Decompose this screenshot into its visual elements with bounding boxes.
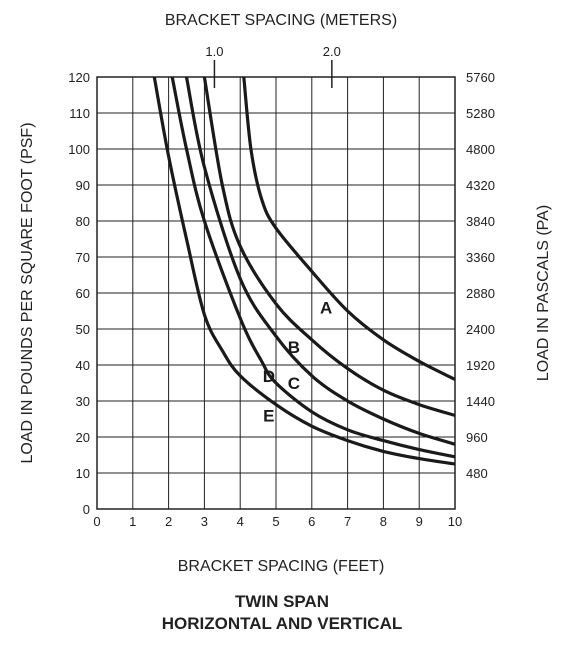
y-tick-label-left: 0	[83, 502, 90, 517]
y-tick-label-left: 80	[76, 214, 90, 229]
x-tick-label: 0	[93, 514, 100, 529]
x-tick-label: 2	[165, 514, 172, 529]
y-tick-label-left: 40	[76, 358, 90, 373]
y-axis-title-left: LOAD IN POUNDS PER SQUARE FOOT (PSF)	[19, 122, 36, 463]
x-tick-label: 5	[272, 514, 279, 529]
y-tick-label-right: 3360	[466, 250, 495, 265]
series-label-e: E	[263, 406, 274, 425]
top-tick-label: 1.0	[205, 44, 223, 59]
y-tick-label-left: 10	[76, 466, 90, 481]
y-tick-label-right: 5280	[466, 106, 495, 121]
x-tick-label: 8	[380, 514, 387, 529]
y-tick-label-right: 2400	[466, 322, 495, 337]
y-tick-label-left: 50	[76, 322, 90, 337]
y-tick-label-right: 1440	[466, 394, 495, 409]
x-tick-label: 6	[308, 514, 315, 529]
series-label-d: D	[263, 367, 275, 386]
y-tick-label-left: 70	[76, 250, 90, 265]
plot-frame	[96, 76, 456, 510]
y-tick-label-left: 60	[76, 286, 90, 301]
y-tick-label-right: 4320	[466, 178, 495, 193]
series-line-a	[242, 77, 455, 381]
x-axis-title: BRACKET SPACING (FEET)	[178, 558, 385, 575]
x-tick-label: 1	[129, 514, 136, 529]
series-label-a: A	[320, 298, 332, 317]
y-tick-label-right: 3840	[466, 214, 495, 229]
x-tick-label: 7	[344, 514, 351, 529]
x-tick-label: 3	[201, 514, 208, 529]
x-tick-label: 10	[448, 514, 462, 529]
series-line-e	[152, 77, 455, 466]
y-axis-title-right: LOAD IN PASCALS (PA)	[535, 205, 552, 381]
x-tick-label: 9	[416, 514, 423, 529]
y-tick-label-right: 4800	[466, 142, 495, 157]
y-tick-label-left: 120	[68, 70, 90, 85]
x-tick-label: 4	[237, 514, 244, 529]
chart-caption-line2: HORIZONTAL AND VERTICAL	[161, 614, 403, 633]
y-tick-label-right: 1920	[466, 358, 495, 373]
y-tick-label-left: 110	[69, 106, 90, 121]
y-tick-label-left: 20	[76, 430, 90, 445]
y-tick-label-left: 30	[76, 394, 90, 409]
series-line-d	[170, 77, 455, 459]
y-tick-label-left: 100	[68, 142, 90, 157]
load-chart: 1.0 2.00 1 2 3 4 5 6 7 8 9 100102030405060708090100…	[19, 12, 552, 575]
y-tick-label-left: 90	[76, 178, 90, 193]
series-line-c	[184, 77, 455, 446]
top-tick-label: 2.0	[323, 44, 341, 59]
y-tick-label-right: 960	[466, 430, 488, 445]
y-tick-label-right: 5760	[466, 70, 495, 85]
chart-caption-line1: TWIN SPAN	[234, 592, 330, 611]
series-line-b	[202, 77, 455, 417]
series-label-c: C	[288, 374, 300, 393]
y-tick-label-right: 2880	[466, 286, 495, 301]
y-tick-label-right: 480	[466, 466, 488, 481]
top-axis-title: BRACKET SPACING (METERS)	[165, 12, 397, 29]
